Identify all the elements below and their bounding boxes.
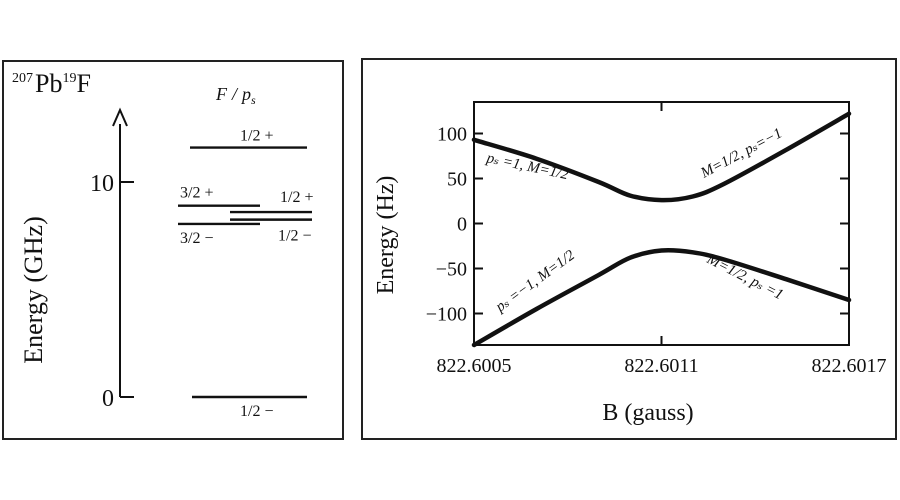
series-curve-1: [471, 247, 852, 348]
energy-level-label-4: 1/2 −: [278, 228, 311, 245]
column-header-slash: /: [231, 84, 239, 104]
left-panel-frame: [2, 60, 344, 440]
left-axis-arrowhead: [112, 107, 128, 127]
y-tick-label-0: 100: [437, 124, 467, 146]
column-header-f: F: [215, 84, 228, 104]
x-tick-label-2: 822.6017: [812, 355, 887, 377]
energy-level-label-1: 3/2 +: [180, 185, 213, 202]
series-curve-0: [471, 111, 852, 203]
energy-level-label-0: 1/2 +: [240, 128, 273, 145]
y-tick-label-3: −50: [436, 259, 467, 281]
energy-level-label-2: 1/2 +: [280, 189, 313, 206]
left-levels: 1/2 + 3/2 + 1/2 + 3/2 − 1/2 − 1/2 −: [178, 128, 313, 420]
energy-level-label-3: 3/2 −: [180, 230, 213, 247]
plot-area-frame: [473, 101, 850, 346]
chart-ylabel: Energy (Hz): [373, 176, 399, 295]
left-ticks: 10 0: [90, 171, 134, 412]
right-panel-frame: [361, 58, 897, 440]
chart-ticks: 100 50 0 −50 −100 822.6005 822.6011 822.6017: [426, 102, 887, 377]
chart-xlabel: B (gauss): [602, 400, 693, 426]
column-header: F / ps: [215, 84, 256, 107]
f-symbol: F: [76, 69, 90, 98]
right-panel: Energy (Hz) B (gauss) 100 50 0 −50 −100 822.6…: [361, 58, 897, 440]
pb-mass-number: 207: [12, 71, 33, 86]
left-axis-label: Energy (GHz): [19, 216, 48, 364]
left-tick-label-0: 10: [90, 171, 114, 197]
y-tick-label-2: 0: [457, 214, 467, 236]
energy-level-label-5: 1/2 −: [240, 403, 273, 420]
chart-annotations: pₛ =1, M=1/2 M=1/2, pₛ=−1 pₛ =−1, M=1/2 …: [484, 125, 785, 315]
f-mass-number: 19: [62, 71, 76, 86]
left-tick-label-1: 0: [102, 386, 114, 412]
x-tick-label-1: 822.6011: [624, 355, 698, 377]
column-header-p: p: [240, 84, 251, 104]
molecule-label: 207Pb19F: [12, 69, 91, 98]
left-panel: 207Pb19F F / ps Energy (GHz) 100 1/2 +3/2 …: [2, 60, 344, 440]
pb-symbol: Pb: [35, 69, 62, 98]
x-tick-label-0: 822.6005: [437, 355, 512, 377]
column-header-sub: s: [251, 93, 256, 107]
y-tick-label-4: −100: [426, 304, 467, 326]
chart-curves: [471, 111, 852, 348]
annotation-lower-left: pₛ =−1, M=1/2: [492, 247, 578, 316]
y-tick-label-1: 50: [447, 169, 467, 191]
